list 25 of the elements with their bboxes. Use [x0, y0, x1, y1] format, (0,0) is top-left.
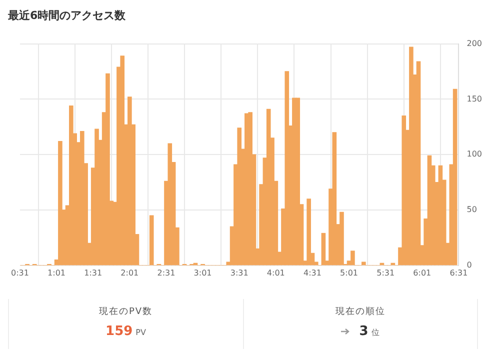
text: PV	[136, 328, 146, 337]
x-tick-label: 1:01	[48, 268, 66, 278]
text: 3	[359, 324, 368, 339]
x-tick-label: 0:31	[11, 268, 29, 278]
x-tick-label: 1:31	[84, 268, 102, 278]
x-tick-label: 4:01	[266, 268, 285, 278]
x-tick-label: 2:31	[157, 268, 176, 278]
x-tick-label: 5:31	[376, 268, 395, 278]
x-tick-label: 6:01	[413, 268, 432, 278]
x-tick-label: 2:01	[120, 268, 139, 278]
y-tick-label: 150	[466, 94, 482, 104]
chart-title: 最近6時間のアクセス数	[8, 8, 127, 23]
text: 現在のPV数	[98, 306, 154, 318]
y-tick-label: 100	[466, 150, 482, 159]
text: 位	[371, 327, 380, 338]
y-tick-label: 200	[466, 38, 482, 48]
text: 159	[106, 324, 133, 339]
x-tick-label: 6:31	[450, 268, 468, 278]
x-tick-label: 3:31	[230, 268, 248, 278]
y-tick-label: 50	[466, 205, 477, 214]
y-tick-label: 0	[466, 260, 472, 270]
text: 現在の順位	[334, 306, 386, 318]
x-tick-label: 4:31	[303, 268, 322, 278]
x-tick-label: 3:01	[194, 268, 212, 278]
x-tick-label: 5:01	[340, 268, 358, 278]
